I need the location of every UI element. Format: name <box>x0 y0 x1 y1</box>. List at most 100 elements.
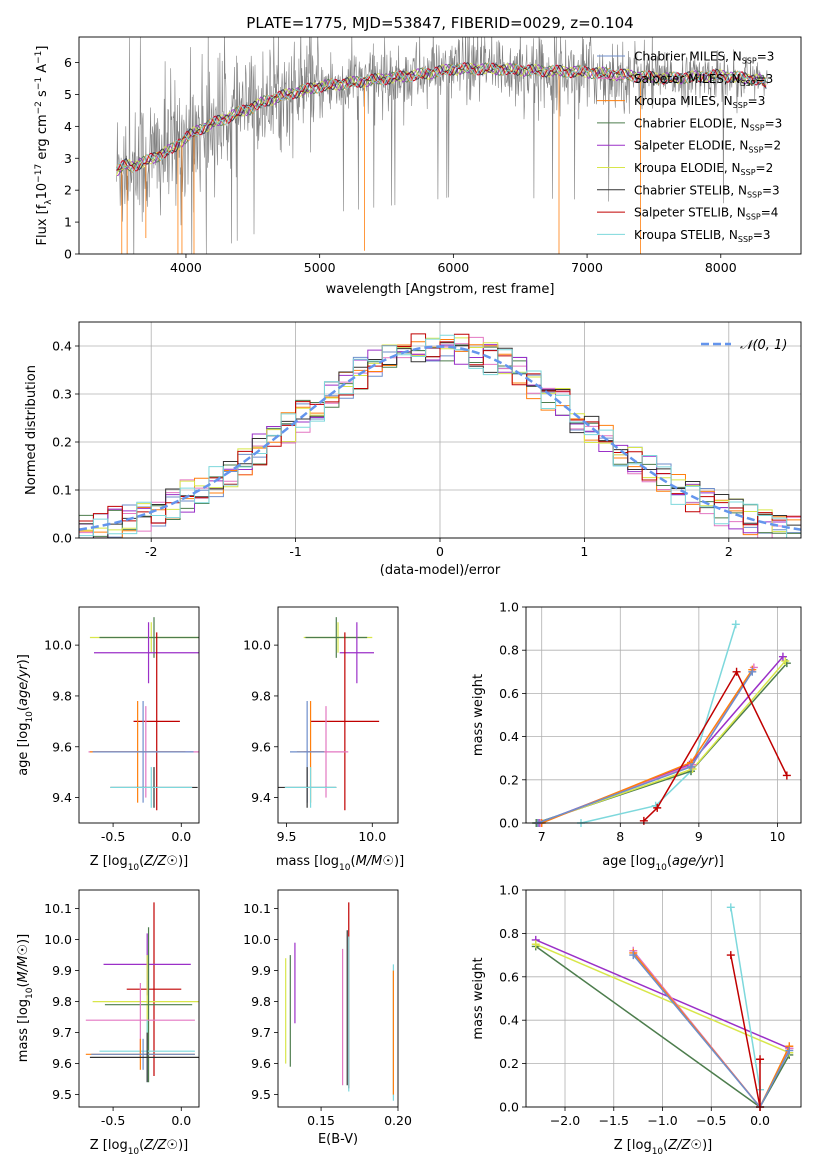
legend-text: =3 <box>757 50 775 64</box>
x-tick-label: 4000 <box>170 260 202 275</box>
label-part: log <box>636 854 656 869</box>
label-part: 10 <box>25 711 35 723</box>
y-tick-label: 9.4 <box>251 790 271 805</box>
y-tick-label: 9.8 <box>52 994 72 1009</box>
legend-text: =3 <box>765 116 783 130</box>
label-part: age/yr <box>672 854 715 869</box>
y-tick-label: 0.2 <box>499 1056 519 1071</box>
x-axis-label: E(B-V) <box>318 1132 358 1147</box>
y-tick-label: 1.0 <box>499 600 519 615</box>
x-tick-label: -0.5 <box>101 829 125 844</box>
label-part: Flux [f <box>35 204 50 245</box>
x-tick-label: 0 <box>436 544 444 559</box>
weight-marker <box>748 667 757 676</box>
label-part: 10 <box>655 863 667 873</box>
y-tick-label: 0.4 <box>52 339 72 354</box>
x-tick-label: 2 <box>725 544 733 559</box>
error-bars <box>285 902 394 1101</box>
legend-label: Chabrier ELODIE, NSSP=3 <box>634 116 782 132</box>
x-tick-label: 0.15 <box>307 1113 335 1128</box>
axes-frame <box>78 321 802 539</box>
weight-marker <box>653 803 662 812</box>
y-tick-label: 0.6 <box>499 686 519 701</box>
y-tick-label: 9.5 <box>251 1087 271 1102</box>
spectrum-lines <box>115 37 768 254</box>
legend-subscript: SSP <box>741 79 756 88</box>
weight-marker <box>756 1055 765 1064</box>
label-part: Z [ <box>90 854 108 869</box>
histogram-steps <box>79 333 801 538</box>
age-vs-mass-panel: 9.5 10.0 9.4 9.6 9.8 10.0 mass [log10(M/M☉)] <box>243 606 404 873</box>
label-part: log <box>319 854 339 869</box>
y-tick-label: 4 <box>64 119 72 134</box>
weight-vs-age-panel: 7 8 9 10 0.0 0.2 0.4 0.6 0.8 1.0 mass weight age [l… <box>471 600 802 873</box>
axis-label: mass [log10(M/M☉)] <box>16 934 35 1062</box>
legend-text: Chabrier MILES, N <box>634 50 742 64</box>
x-axis-label: wavelength [Angstrom, rest frame] <box>326 282 555 297</box>
y-tick-label: 0.4 <box>499 729 519 744</box>
legend-label: Kroupa ELODIE, NSSP=2 <box>634 161 773 177</box>
weight-marker <box>726 903 735 912</box>
legend-subscript: SSP <box>738 235 753 244</box>
y-tick-label: 9.8 <box>251 994 271 1009</box>
label-part: ] <box>35 46 50 51</box>
label-part: age [ <box>602 854 635 869</box>
legend-label: Salpeter STELIB, NSSP=4 <box>634 206 778 222</box>
legend-subscript: SSP <box>746 213 761 222</box>
x-tick-label: −0.5 <box>696 1113 726 1128</box>
legend-text: Salpeter ELODIE, N <box>634 139 748 153</box>
weight-line <box>580 624 737 824</box>
axes-frame <box>78 889 200 1108</box>
legend-subscript: SSP <box>742 57 757 66</box>
spectrum-panel: 4000 5000 6000 7000 8000 0 1 2 3 4 5 6 Chabrier MILE… <box>34 36 802 297</box>
label-part: ( <box>16 706 31 711</box>
figure-title: PLATE=1775, MJD=53847, FIBERID=0029, z=0… <box>246 14 633 32</box>
label-part: )] <box>16 934 31 944</box>
x-axis-label: (data-model)/error <box>380 563 501 578</box>
y-tick-label: 1.0 <box>499 883 519 898</box>
label-part: erg cm <box>35 114 50 163</box>
y-axis-label: Flux [fλ10−17 erg cm−2 s−1 A−1] <box>34 46 54 246</box>
label-part: Z [ <box>614 1138 632 1153</box>
x-tick-label: 9 <box>695 829 703 844</box>
axis-label: age [log10(age/yr)] <box>16 654 35 776</box>
label-part: mass [ <box>276 854 319 869</box>
y-tick-label: 0.3 <box>52 387 72 402</box>
legend-text: Salpeter STELIB, N <box>634 206 746 220</box>
y-tick-label: 9.6 <box>52 1056 72 1071</box>
label-part: )] <box>714 854 724 869</box>
axes-frame <box>277 889 399 1108</box>
weight-marker <box>629 951 638 960</box>
label-part: M/M☉ <box>356 854 394 869</box>
y-tick-label: 0.8 <box>499 926 519 941</box>
y-tick-label: 9.5 <box>52 1087 72 1102</box>
axes-frame <box>277 606 399 824</box>
label-part: s <box>35 90 50 101</box>
y-tick-label: 9.6 <box>251 1056 271 1071</box>
y-tick-label: 9.4 <box>52 790 72 805</box>
label-part: log <box>108 1138 128 1153</box>
y-tick-label: 0.2 <box>499 772 519 787</box>
legend-text: =3 <box>762 183 780 197</box>
label-part: 10 <box>128 1147 140 1157</box>
y-tick-label: 6 <box>64 55 72 70</box>
weight-marker <box>732 667 741 676</box>
legend-label: Kroupa MILES, NSSP=3 <box>634 94 765 110</box>
label-part: Z [ <box>90 1138 108 1153</box>
y-tick-label: 9.8 <box>52 688 72 703</box>
label-part: 10 <box>339 863 351 873</box>
axis-label: age [log10(age/yr)] <box>602 854 724 873</box>
axis-label: Z [log10(Z/Z☉)] <box>90 854 189 873</box>
legend-text: =3 <box>753 228 771 242</box>
legend-text: Chabrier STELIB, N <box>634 183 747 197</box>
legend-text: Salpeter MILES, N <box>634 72 741 86</box>
legend-text: =3 <box>756 72 774 86</box>
age-vs-metallicity-panel: -0.5 0.09.49.69.810.0Z [log10(Z/Z☉)]age [… <box>16 606 200 873</box>
weight-line <box>537 660 786 824</box>
x-tick-label: 10 <box>769 829 785 844</box>
x-tick-label: -1 <box>289 544 301 559</box>
y-tick-label: 9.6 <box>251 739 271 754</box>
label-part: )] <box>178 854 188 869</box>
legend-text: =3 <box>748 94 766 108</box>
